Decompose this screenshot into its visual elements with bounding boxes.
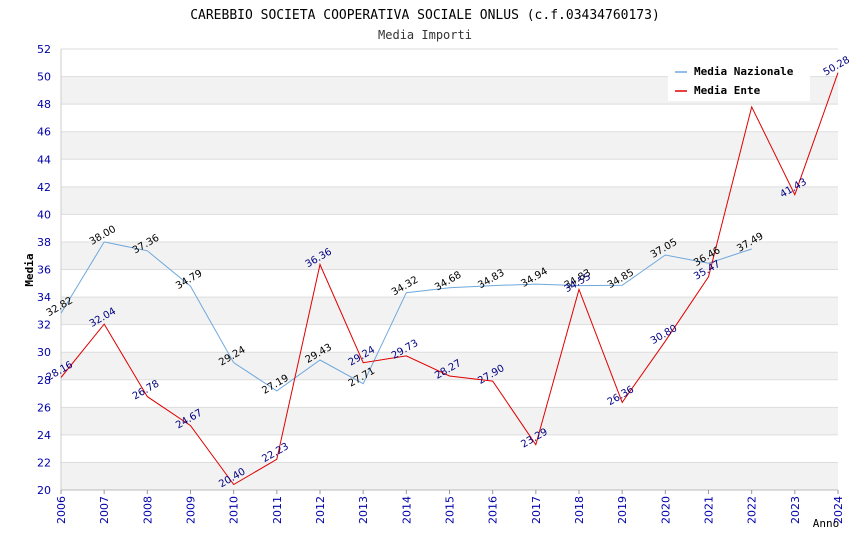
x-axis-label: Anno — [813, 517, 840, 530]
y-tick-label: 52 — [37, 43, 51, 56]
x-tick-label: 2016 — [487, 496, 500, 524]
x-tick-label: 2024 — [832, 496, 845, 524]
y-tick-label: 34 — [37, 291, 51, 304]
y-tick-labels: 20 22 24 26 28 30 32 34 36 38 40 42 44 46 48 50 52 — [37, 43, 51, 497]
y-tick-label: 44 — [37, 153, 51, 166]
series-line-media-nazionale — [60, 241, 752, 392]
grid-band — [61, 352, 838, 380]
chart-subtitle: Media Importi — [378, 28, 472, 42]
y-tick-label: 40 — [37, 208, 51, 221]
x-tick-label: 2006 — [55, 496, 68, 524]
series-line-media-ente — [60, 72, 839, 486]
grid-band — [61, 407, 838, 435]
data-label-nazionale: 34.85 — [606, 267, 636, 291]
grid-band — [61, 462, 838, 490]
x-tick-label: 2011 — [271, 496, 284, 524]
y-tick-label: 50 — [37, 71, 51, 84]
grid-band — [61, 131, 838, 160]
data-label-ente: 26.78 — [131, 378, 161, 402]
axes — [60, 49, 839, 494]
y-tick-label: 46 — [37, 126, 51, 139]
y-axis-label: Media — [23, 253, 36, 286]
x-tick-label: 2020 — [659, 496, 672, 524]
legend-label-ente: Media Ente — [694, 84, 761, 97]
y-tick-label: 24 — [37, 429, 51, 442]
y-tick-label: 22 — [37, 456, 51, 469]
x-tick-label: 2015 — [444, 496, 457, 524]
legend: Media Nazionale Media Ente — [668, 59, 810, 101]
grid-band — [61, 297, 838, 325]
y-tick-label: 38 — [37, 236, 51, 249]
y-tick-label: 36 — [37, 264, 51, 277]
data-label-nazionale: 34.79 — [174, 268, 204, 292]
data-label-ente: 22.23 — [260, 441, 290, 465]
x-tick-label: 2014 — [400, 496, 413, 524]
x-tick-label: 2022 — [746, 496, 759, 524]
x-tick-label: 2010 — [228, 496, 241, 524]
legend-label-nazionale: Media Nazionale — [694, 65, 794, 78]
x-tick-label: 2007 — [98, 496, 111, 524]
y-tick-label: 28 — [37, 374, 51, 387]
data-label-ente: 26.36 — [606, 384, 636, 408]
data-label-nazionale: 34.68 — [433, 270, 463, 294]
chart-title: CAREBBIO SOCIETA COOPERATIVA SOCIALE ONL… — [190, 8, 660, 23]
data-label-ente: 50.28 — [822, 55, 850, 79]
x-tick-label: 2019 — [616, 496, 629, 524]
data-label-nazionale: 34.83 — [476, 268, 506, 292]
grid-bands — [61, 76, 838, 490]
x-tick-label: 2018 — [573, 496, 586, 524]
x-tick-label: 2008 — [141, 496, 154, 524]
x-tick-label: 2013 — [357, 496, 370, 524]
y-tick-label: 20 — [37, 484, 51, 497]
x-tick-label: 2012 — [314, 496, 327, 524]
legend-box — [668, 59, 810, 101]
y-tick-label: 42 — [37, 181, 51, 194]
y-tick-label: 30 — [37, 346, 51, 359]
x-tick-labels: 2006 2007 2008 2009 2010 2011 2012 2013 2014 2015… — [55, 496, 845, 524]
x-tick-label: 2017 — [530, 496, 543, 524]
y-tick-label: 26 — [37, 401, 51, 414]
series-lines — [60, 72, 839, 486]
y-tick-label: 32 — [37, 319, 51, 332]
grid-band — [61, 186, 838, 215]
x-tick-label: 2023 — [789, 496, 802, 524]
x-tick-label: 2009 — [185, 496, 198, 524]
y-tick-label: 48 — [37, 98, 51, 111]
grid-band — [61, 241, 838, 270]
x-tick-label: 2021 — [703, 496, 716, 524]
